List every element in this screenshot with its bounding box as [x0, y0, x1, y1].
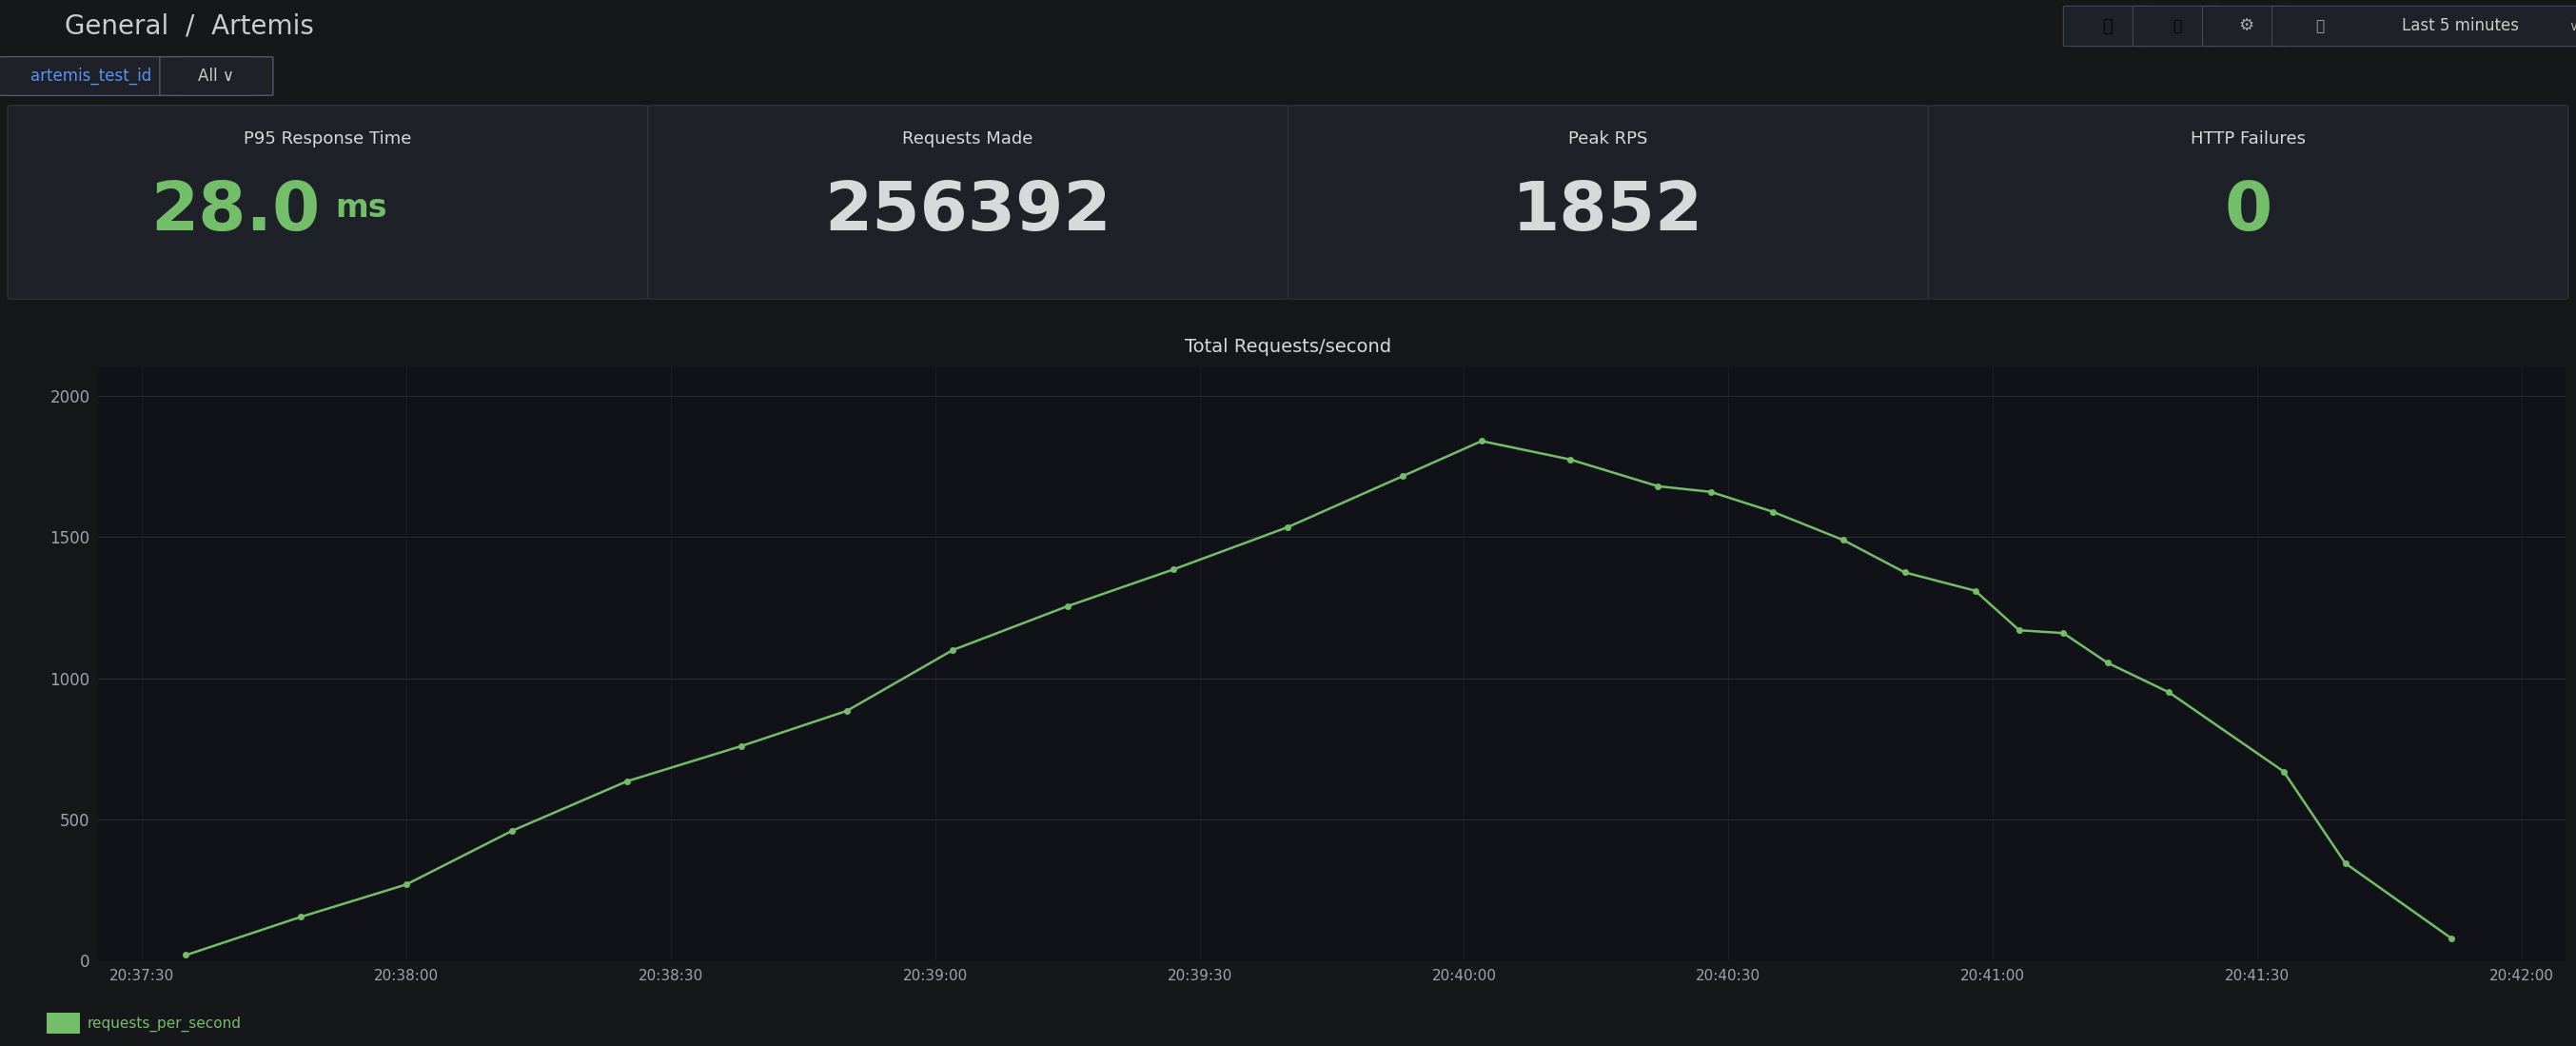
Text: 1852: 1852	[1512, 179, 1703, 245]
FancyBboxPatch shape	[1288, 106, 1927, 299]
Text: 📊: 📊	[2102, 18, 2112, 35]
FancyBboxPatch shape	[2202, 6, 2290, 46]
FancyBboxPatch shape	[1927, 106, 2568, 299]
Text: 256392: 256392	[824, 179, 1110, 245]
Text: Requests Made: Requests Made	[902, 131, 1033, 147]
Text: ms: ms	[335, 192, 386, 224]
Text: Peak RPS: Peak RPS	[1569, 131, 1649, 147]
Text: ⚙: ⚙	[2239, 18, 2254, 35]
Text: requests_per_second: requests_per_second	[88, 1016, 242, 1031]
Text: P95 Response Time: P95 Response Time	[245, 131, 412, 147]
Text: All ∨: All ∨	[198, 68, 234, 85]
Text: ∨: ∨	[2568, 20, 2576, 32]
Text: HTTP Failures: HTTP Failures	[2190, 131, 2306, 147]
Text: 🔖: 🔖	[2172, 19, 2182, 33]
Text: Last 5 minutes: Last 5 minutes	[2401, 18, 2519, 35]
FancyBboxPatch shape	[8, 106, 649, 299]
FancyBboxPatch shape	[0, 56, 193, 95]
FancyBboxPatch shape	[649, 106, 1288, 299]
Text: 0: 0	[2223, 179, 2272, 245]
Bar	[46, 1013, 80, 1033]
Text: 28.0: 28.0	[149, 179, 319, 245]
Text: ⏱: ⏱	[2316, 19, 2324, 33]
FancyBboxPatch shape	[2133, 6, 2221, 46]
FancyBboxPatch shape	[160, 56, 273, 95]
FancyBboxPatch shape	[2063, 6, 2151, 46]
Text: General  /  Artemis: General / Artemis	[64, 13, 314, 40]
Text: artemis_test_id: artemis_test_id	[31, 67, 152, 85]
Text: Total Requests/second: Total Requests/second	[1185, 338, 1391, 356]
FancyBboxPatch shape	[2272, 6, 2576, 46]
